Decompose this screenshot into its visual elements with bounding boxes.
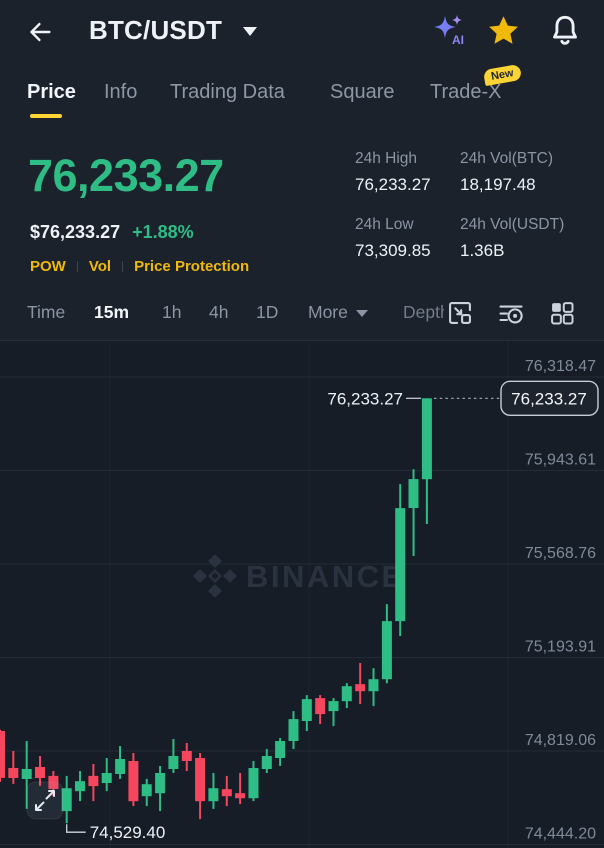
svg-text:AI: AI (452, 33, 464, 47)
candle-body (395, 508, 406, 622)
favorite-button[interactable] (485, 13, 522, 49)
y-axis-label: 74,819.06 (525, 732, 596, 749)
chart-pan-handle (26, 781, 64, 820)
token-badges-row: POW Vol Price Protection (30, 258, 249, 275)
fiat-price: $76,233.27 (30, 222, 121, 242)
tab-trading-data[interactable]: Trading Data (170, 81, 285, 103)
indicators-button[interactable] (497, 299, 525, 327)
candle-body (141, 784, 152, 797)
candle-body (408, 479, 419, 508)
candle-body (275, 741, 286, 758)
candle-body (168, 756, 179, 769)
candle-body (221, 789, 232, 797)
binance-watermark: BINANCE (193, 554, 405, 598)
tab-square[interactable]: Square (330, 81, 395, 103)
candle-body (328, 701, 339, 712)
pair-title[interactable]: BTC/USDT (89, 15, 223, 45)
y-axis-label: 76,318.47 (525, 358, 596, 375)
svg-text:BINANCE: BINANCE (246, 559, 405, 594)
layout-grid-button[interactable] (548, 299, 576, 327)
candle-body (381, 621, 392, 680)
candle-body (101, 773, 112, 783)
candle-body (8, 768, 19, 778)
layout-grid-icon (551, 302, 574, 325)
stat-24h-vol-usdt: 24h Vol(USDT) 1.36B (460, 216, 565, 260)
last-price: 76,233.27 (28, 150, 224, 201)
candle-body (288, 719, 299, 741)
chart-resize-icon (449, 302, 471, 324)
tab-price[interactable]: Price (27, 81, 76, 103)
active-tab-underline (30, 114, 62, 118)
star-icon (489, 16, 518, 44)
candle-body (315, 698, 326, 715)
interval-1h[interactable]: 1h (162, 302, 182, 322)
candle-body (21, 769, 32, 779)
tab-trade-x[interactable]: Trade-X (430, 81, 502, 103)
y-axis-label: 75,193.91 (525, 639, 596, 656)
stat-24h-low: 24h Low 73,309.85 (355, 216, 431, 260)
interval-4h[interactable]: 4h (209, 302, 229, 322)
ai-sparkle-icon: AI (434, 15, 464, 47)
candle-body (235, 793, 246, 799)
candle-body (115, 759, 126, 774)
indicators-icon (499, 305, 523, 324)
tab-info[interactable]: Info (104, 81, 138, 103)
pow-badge[interactable]: POW (30, 258, 66, 275)
y-axis-label: 75,943.61 (525, 452, 596, 469)
price-protection-badge[interactable]: Price Protection (134, 258, 250, 275)
depth-toggle[interactable]: Depth (403, 302, 444, 322)
candle-body (128, 761, 139, 802)
current-price-tag (500, 380, 599, 416)
interval-15m[interactable]: 15m (94, 302, 130, 322)
candle-body (48, 775, 59, 789)
badge-separator (76, 261, 78, 272)
candle-body (181, 751, 192, 761)
stat-24h-vol-btc: 24h Vol(BTC) 18,197.48 (460, 150, 554, 194)
svg-text:76,233.27: 76,233.27 (511, 389, 587, 408)
candle-body (155, 773, 166, 794)
chart-resize-button[interactable] (446, 299, 474, 327)
candle-body (355, 684, 366, 692)
ai-assistant-button[interactable]: AI (430, 13, 470, 51)
vol-badge[interactable]: Vol (88, 258, 112, 275)
candle-body (261, 756, 272, 769)
current-price-left-label: 76,233.27 (327, 389, 403, 408)
y-axis-label: 75,568.76 (525, 545, 596, 562)
low-marker-line (66, 824, 86, 833)
candle-body (368, 679, 379, 692)
badge-separator (122, 261, 124, 272)
back-arrow-icon (30, 22, 51, 42)
candle-body (208, 788, 219, 802)
more-caret-icon (355, 309, 368, 317)
interval-time[interactable]: Time (27, 302, 66, 322)
bell-icon (553, 15, 577, 45)
candle-body (341, 686, 352, 702)
notifications-button[interactable] (547, 12, 583, 49)
candle-body (35, 767, 45, 778)
interval-1d[interactable]: 1D (256, 302, 279, 322)
candle-body (301, 699, 312, 721)
candle-body (421, 398, 432, 480)
fiat-price-row: $76,233.27 +1.88% (30, 222, 194, 243)
back-button[interactable] (26, 18, 54, 46)
candle-body (88, 775, 99, 787)
pair-dropdown-caret-icon[interactable] (243, 27, 257, 36)
more-dropdown[interactable]: More (308, 302, 368, 323)
candle-body (61, 788, 72, 812)
new-badge: New (482, 63, 522, 87)
candle-body (0, 731, 5, 778)
low-marker-label: 74,529.40 (90, 823, 166, 842)
candle-body (248, 768, 259, 799)
y-axis-label: 74,444.20 (525, 826, 596, 843)
candle-body (75, 781, 85, 792)
candlestick-chart[interactable]: 76,318.47 75,943.61 75,568.76 75,193.91 74,8… (0, 340, 604, 848)
stat-24h-high: 24h High 76,233.27 (355, 150, 431, 194)
change-percent: +1.88% (132, 222, 194, 242)
candle-body (195, 758, 206, 802)
